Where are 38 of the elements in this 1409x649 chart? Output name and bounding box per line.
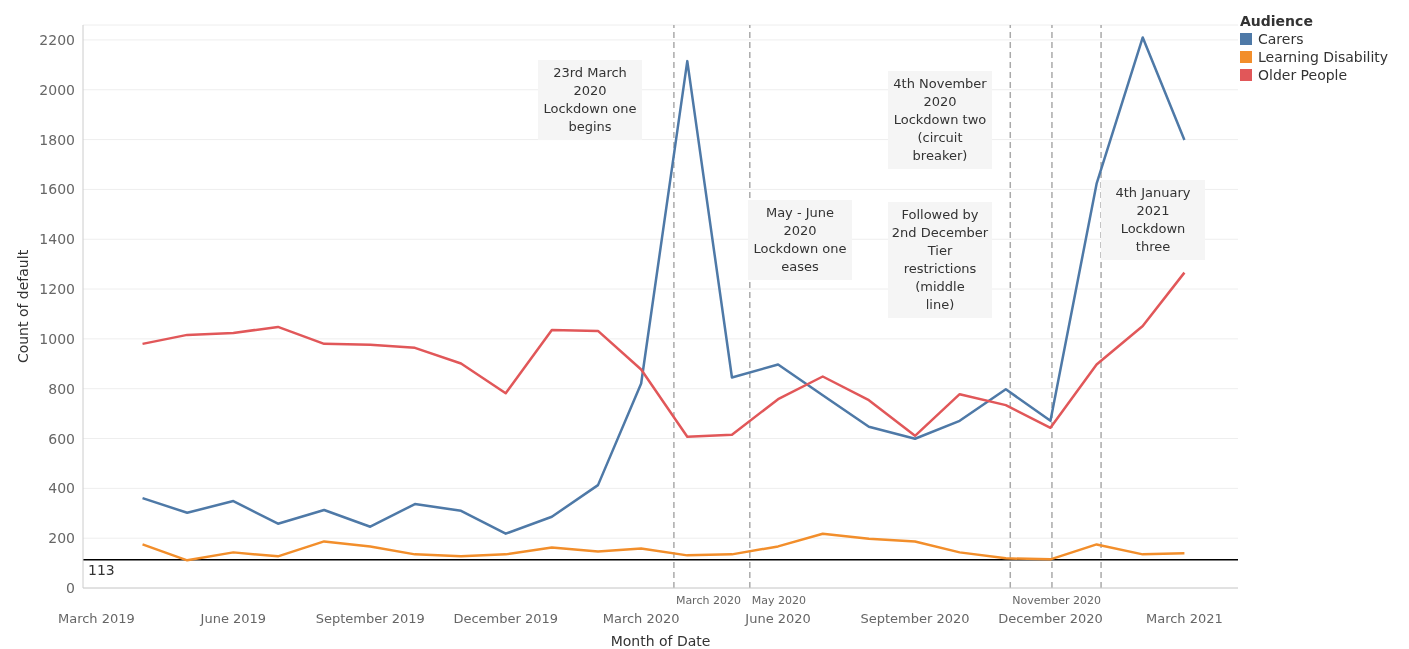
y-tick-label: 1000 — [39, 330, 75, 347]
y-tick-label: 1400 — [39, 231, 75, 248]
x-tick-label: March 2021 — [1145, 611, 1223, 627]
ref-line-label: March 2020 — [675, 594, 741, 607]
y-tick-label: 2200 — [39, 31, 75, 48]
x-tick-label: March 2019 — [57, 611, 135, 627]
y-axis-title: Count of default — [14, 249, 31, 364]
annotation: 4th January 2021 Lockdown three — [1114, 184, 1192, 256]
annotation: Followed by 2nd December Tier restrictions (middle line) — [890, 206, 990, 314]
x-tick-label: March 2020 — [602, 611, 680, 627]
x-tick-label: September 2020 — [860, 611, 970, 627]
y-tick-label: 1600 — [39, 181, 75, 198]
ref-line-label: November 2020 — [1012, 594, 1101, 607]
annotation: 23rd March 2020 Lockdown one begins — [542, 64, 638, 136]
y-tick-label: 600 — [48, 430, 75, 447]
y-tick-label: 800 — [48, 380, 75, 397]
y-tick-label: 400 — [48, 480, 75, 497]
y-tick-label: 1200 — [39, 281, 75, 298]
ref-line-label: 113 — [88, 561, 115, 578]
y-tick-label: 0 — [66, 579, 75, 596]
y-tick-label: 2000 — [39, 81, 75, 98]
ref-line-label: May 2020 — [751, 594, 807, 607]
x-tick-label: September 2019 — [315, 611, 425, 627]
legend-label: Older People — [1258, 67, 1348, 83]
y-tick-label: 200 — [48, 530, 75, 547]
legend-label: Learning Disability — [1258, 49, 1389, 65]
x-axis-title: Month of Date — [610, 633, 711, 649]
legend-label: Carers — [1258, 31, 1304, 47]
x-tick-label: December 2019 — [453, 611, 559, 627]
annotation: May - June 2020 Lockdown one eases — [752, 204, 848, 276]
legend-title: Audience — [1240, 13, 1314, 29]
annotation: 4th November 2020 Lockdown two (circuit breaker) — [892, 75, 988, 165]
x-tick-label: June 2020 — [744, 611, 811, 627]
x-tick-label: December 2020 — [998, 611, 1103, 627]
x-tick-label: June 2019 — [199, 611, 267, 627]
line-series — [141, 271, 1186, 439]
line-series — [141, 532, 1186, 562]
y-tick-label: 1800 — [39, 131, 75, 148]
